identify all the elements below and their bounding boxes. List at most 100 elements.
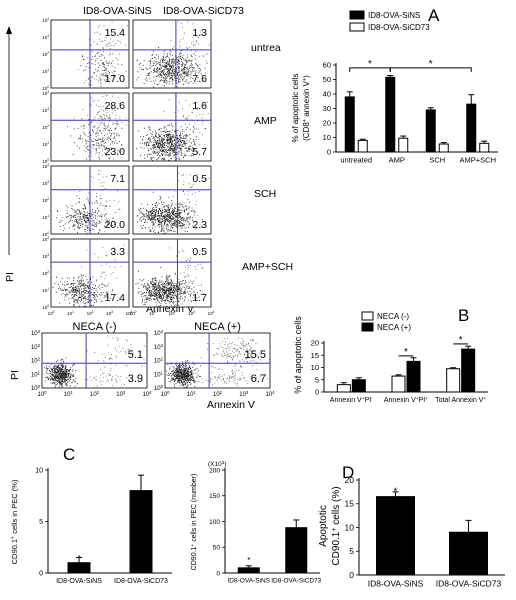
x-category-label: ID8-OVA-SiNS	[228, 578, 271, 585]
flow-dots-upper	[168, 247, 204, 287]
flow-y-tick-label: 104	[42, 90, 49, 96]
bar	[446, 368, 461, 393]
x-category-label: ID8-OVA-SiNS	[368, 579, 424, 589]
flow-y-tick-label: 103	[42, 34, 49, 40]
flow-quadrant-upper-right: 15.4	[105, 27, 126, 39]
flow-cytometry-grid-a: ID8-OVA-SiNS ID8-OVA-SiCD73 untrea AMP S…	[4, 5, 293, 316]
bar	[466, 103, 477, 153]
flow-row-label: AMP+SCH	[242, 261, 293, 273]
significance-star: *	[368, 59, 372, 70]
flow-ylabel: PI	[4, 272, 16, 282]
legend-swatch	[361, 311, 374, 321]
legend-swatch	[349, 22, 365, 32]
significance-star: *	[404, 347, 408, 358]
flow-col-label: ID8-OVA-SiNS	[83, 5, 152, 17]
x-category-label: AMP	[389, 156, 405, 165]
flow-x-tick-label: 102	[90, 390, 100, 399]
panel-letter-b: B	[458, 306, 469, 325]
x-category-label: Total Annexin V+	[435, 397, 486, 405]
y-axis-label: CD90.1+ cells in PEC (number)	[191, 474, 199, 571]
bar	[336, 384, 351, 393]
x-category-label: AMP+SCH	[460, 156, 496, 165]
x-category-label: Annexin V+PI+	[384, 397, 428, 405]
flow-y-tick-label: 102	[42, 124, 49, 130]
bar	[357, 139, 368, 153]
bar	[344, 96, 355, 153]
bar-chart-d: 0 5 10 15 20 ID8-OVA-SiNS ID8-OVA-SiCD73 Apopto…	[318, 475, 505, 589]
flow-y-tick-label: 103	[154, 342, 164, 351]
y-tick-label: 150	[209, 493, 220, 500]
y-tick-label: 10	[311, 363, 319, 372]
y-tick-label: 200	[209, 467, 220, 474]
y-tick-label: 0	[349, 570, 354, 580]
significance-bracket	[389, 67, 472, 72]
x-category-label: ID8-OVA-SiNS	[56, 578, 102, 585]
flow-y-tick-label: 104	[42, 17, 49, 23]
y-axis-label: % of apoptotic cells	[293, 316, 303, 394]
flow-b-plot-title: NECA (-)	[73, 321, 117, 333]
flow-quadrant-upper-right: 0.5	[192, 173, 207, 185]
bar	[425, 109, 436, 153]
y-tick-label: 5	[315, 375, 319, 384]
flow-quadrant-upper-right: 1.3	[192, 27, 207, 39]
x-category-label: Annexin V+PI-	[330, 397, 373, 405]
y-tick-label: 15	[345, 499, 355, 509]
flow-x-tick-label: 102	[169, 310, 176, 316]
y-tick-label: 10	[323, 133, 331, 142]
bar	[285, 527, 308, 574]
flow-y-tick-label: 103	[42, 180, 49, 186]
flow-dots-right	[64, 284, 129, 300]
x-category-label: SCH	[429, 156, 445, 165]
y-tick-label: 5	[349, 546, 354, 556]
legend-swatch	[361, 322, 374, 332]
x-category-label: ID8-OVA-SiCD73	[114, 578, 168, 585]
y-tick-label: 50	[213, 545, 221, 552]
bar	[398, 137, 409, 153]
bar	[67, 562, 91, 574]
flow-x-tick-label: 100	[48, 310, 55, 316]
flow-x-tick-label: 102	[87, 310, 94, 316]
panel-letter-c: C	[63, 445, 75, 464]
flow-y-tick-label: 101	[31, 370, 41, 379]
legend-swatch	[349, 10, 365, 20]
bar-chart-c1: 0 5 10 ID8-OVA-SiNS ID8-OVA-SiCD73 CD90.1+ ce…	[10, 467, 172, 585]
flow-x-tick-label: 104	[208, 310, 215, 316]
flow-quadrant-upper-right: 28.6	[105, 100, 126, 112]
y-axis-label-sub: (CD8+ annexin V+)	[302, 75, 311, 141]
y-tick-label: 30	[323, 104, 331, 113]
y-tick-label: 50	[323, 75, 331, 84]
flow-x-tick-label: 104	[265, 390, 275, 399]
bar	[351, 379, 366, 393]
flow-quadrant-lower-right: 2.3	[192, 219, 207, 231]
significance-star: *	[429, 59, 433, 70]
flow-b-ylabel: PI	[9, 370, 21, 380]
y-axis-label-sub: CD90.1+ cells (%)	[331, 486, 343, 565]
flow-x-tick-label: 104	[126, 310, 133, 316]
flow-y-tick-label: 102	[42, 197, 49, 203]
flow-y-tick-label: 102	[42, 270, 49, 276]
flow-dots-main	[136, 123, 206, 161]
flow-dots-right	[79, 138, 122, 157]
flow-quadrant-upper-right: 1.6	[192, 100, 207, 112]
legend-label: ID8-OVA-SiCD73	[368, 23, 430, 32]
bar	[438, 143, 449, 153]
bar-chart-b: 0 5 10 15 20 Annexin V+PI- Annexin V+PI+ Total …	[293, 311, 488, 405]
bar	[385, 76, 396, 153]
bar	[449, 531, 488, 576]
flow-x-tick-label: 104	[142, 390, 152, 399]
y-axis-multiplier: (X103)	[208, 460, 226, 469]
flow-y-tick-label: 100	[42, 231, 49, 237]
significance-star: *	[77, 554, 80, 563]
flow-x-tick-label: 101	[67, 310, 74, 316]
flow-y-arrow	[6, 26, 12, 255]
flow-y-tick-label: 101	[42, 141, 49, 147]
flow-x-tick-label: 101	[187, 390, 197, 399]
y-tick-label: 20	[323, 119, 331, 128]
flow-x-tick-label: 100	[37, 390, 47, 399]
flow-y-tick-label: 101	[42, 287, 49, 293]
flow-y-tick-label: 100	[42, 304, 49, 310]
flow-quadrant-lower-right: 7.6	[192, 73, 207, 85]
y-axis-label: CD90.1+ cells in PEC (%)	[10, 479, 19, 564]
flow-y-tick-label: 102	[31, 356, 41, 365]
flow-x-tick-label: 103	[116, 390, 126, 399]
